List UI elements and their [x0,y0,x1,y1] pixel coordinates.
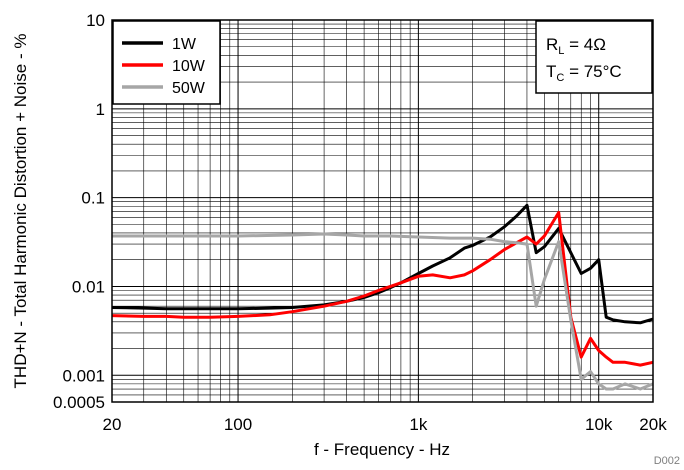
plot-frame [111,19,654,403]
legend-box [112,20,221,105]
series-line-10w [111,211,654,367]
y-axis-label: THD+N - Total Harmonic Distortion + Nois… [11,34,30,389]
y-tick-label: 0.001 [62,366,105,385]
series-lines [111,203,654,391]
series-line-50w [112,232,654,391]
x-tick-label: 20k [639,415,667,434]
y-tick-label: 0.1 [81,189,105,208]
y-tick-label: 10 [86,11,105,30]
legend-label-10w: 10W [172,58,206,75]
y-tick-labels: 10 1 0.1 0.01 0.001 0.0005 [53,11,105,412]
legend-label-50w: 50W [172,80,206,97]
conditions-box [535,20,653,94]
x-tick-label: 10k [585,415,613,434]
load-resistance-label: RL = 4Ω [546,35,606,57]
legend-label-1w: 1W [172,36,197,53]
legend-items: 1W 10W 50W [122,36,206,97]
x-axis-label: f - Frequency - Hz [314,440,450,459]
x-tick-label: 100 [224,415,252,434]
series-line-1w [111,203,654,325]
legend: 1W 10W 50W [112,20,221,105]
y-tick-label: 0.0005 [53,393,105,412]
conditions-annotation: RL = 4Ω TC = 75°C [535,20,653,94]
figure-id: D002 [654,455,680,467]
x-tick-label: 20 [103,415,122,434]
x-tick-labels: 20 100 1k 10k 20k [103,415,668,434]
y-tick-label: 1 [96,100,105,119]
case-temperature-label: TC = 75°C [546,62,622,84]
y-tick-label: 0.01 [72,277,105,296]
x-tick-label: 1k [409,415,427,434]
